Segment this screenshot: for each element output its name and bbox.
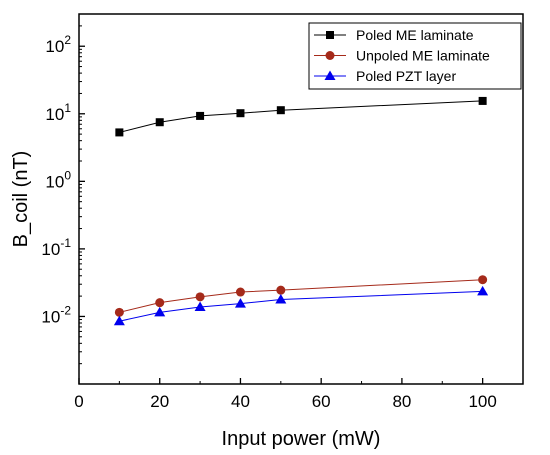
data-point <box>234 298 246 308</box>
data-point <box>235 287 245 297</box>
series-line <box>119 100 483 133</box>
x-tick-label: 0 <box>74 392 83 411</box>
data-point <box>194 301 206 311</box>
data-point <box>275 294 287 304</box>
data-point <box>196 111 205 120</box>
data-point <box>113 315 125 326</box>
x-tick-label: 20 <box>150 392 169 411</box>
y-tick-label: 101 <box>45 101 71 124</box>
data-point <box>477 285 489 296</box>
legend-label: Poled PZT layer <box>356 68 456 84</box>
x-tick-label: 80 <box>392 392 411 411</box>
legend-label: Unpoled ME laminate <box>356 48 490 64</box>
data-point <box>195 292 205 302</box>
x-tick-label: 100 <box>468 392 496 411</box>
x-tick-label: 60 <box>312 392 331 411</box>
x-tick-label: 40 <box>231 392 250 411</box>
series-2 <box>114 275 488 317</box>
data-point <box>478 96 487 105</box>
data-point <box>478 275 488 285</box>
series-3 <box>113 285 489 326</box>
y-tick-label: 100 <box>45 168 71 191</box>
legend: Poled ME laminate Unpoled ME laminate Pole… <box>308 22 522 90</box>
data-point <box>154 306 166 317</box>
legend-marker <box>326 31 334 39</box>
x-axis-title: Input power (mW) <box>222 428 381 450</box>
series-line <box>119 290 483 322</box>
legend-label: Poled ME laminate <box>356 27 474 43</box>
data-point <box>276 106 285 115</box>
series-line <box>119 279 483 313</box>
y-tick-label: 102 <box>45 33 71 56</box>
data-point <box>114 307 124 317</box>
legend-marker <box>324 70 336 80</box>
y-tick-label: 10-2 <box>41 303 71 326</box>
y-axis-title: B_coil (nT) <box>10 151 32 248</box>
data-point <box>236 109 245 118</box>
series-1 <box>115 96 487 137</box>
series-layer <box>113 96 489 326</box>
data-point <box>115 128 124 137</box>
axes: 0 20 40 60 80 100 10-2 10-1 100 101 102 <box>41 25 497 411</box>
data-point <box>155 298 165 308</box>
plot-area <box>78 13 524 385</box>
legend-marker <box>325 51 335 60</box>
y-tick-label: 10-1 <box>41 236 71 259</box>
data-point <box>276 285 286 295</box>
data-point <box>155 118 164 127</box>
